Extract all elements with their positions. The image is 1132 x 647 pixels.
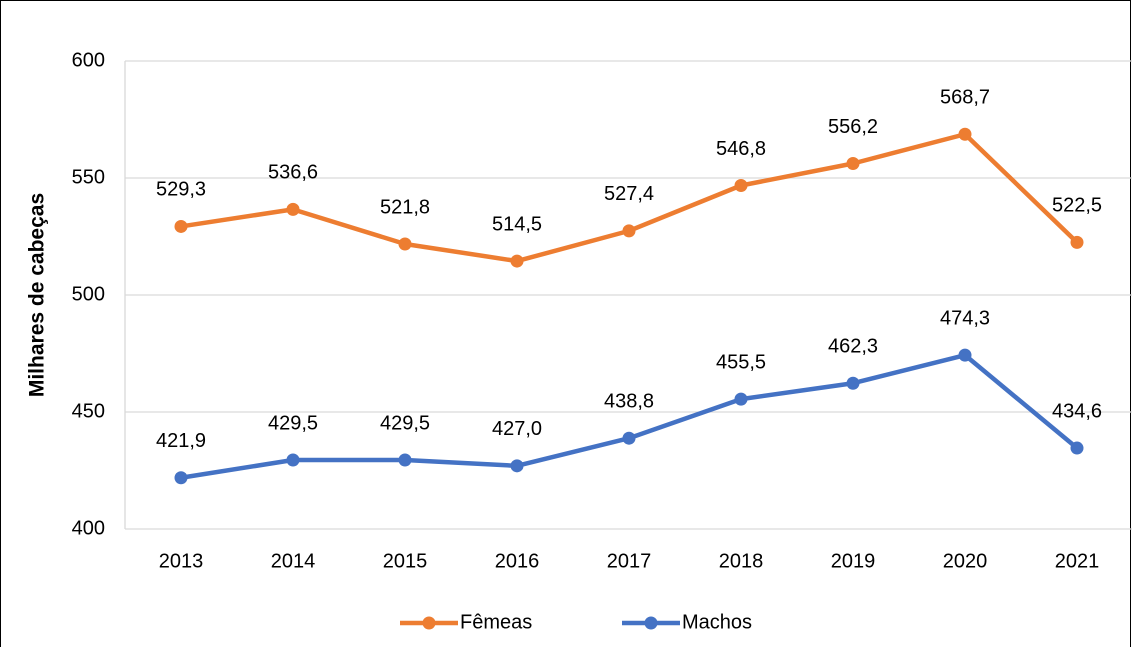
x-tick-label: 2017 bbox=[607, 550, 652, 572]
x-tick-label: 2020 bbox=[943, 550, 988, 572]
data-point bbox=[398, 453, 412, 467]
x-tick-label: 2016 bbox=[495, 550, 540, 572]
y-tick-label: 450 bbox=[72, 400, 105, 422]
data-label: 434,6 bbox=[1052, 400, 1102, 422]
data-point bbox=[510, 459, 524, 473]
data-point bbox=[734, 178, 748, 192]
data-label: 462,3 bbox=[828, 335, 878, 357]
data-point bbox=[1070, 441, 1084, 455]
data-point bbox=[286, 202, 300, 216]
data-label: 527,4 bbox=[604, 183, 654, 205]
data-label: 546,8 bbox=[716, 138, 766, 160]
x-tick-label: 2015 bbox=[383, 550, 428, 572]
data-label: 438,8 bbox=[604, 390, 654, 412]
x-tick-label: 2019 bbox=[831, 550, 876, 572]
data-label: 568,7 bbox=[940, 87, 990, 109]
data-point bbox=[286, 453, 300, 467]
y-tick-label: 400 bbox=[72, 517, 105, 539]
y-tick-label: 550 bbox=[72, 166, 105, 188]
data-label: 514,5 bbox=[492, 213, 542, 235]
data-point bbox=[846, 156, 860, 170]
data-point bbox=[958, 127, 972, 141]
x-tick-label: 2018 bbox=[719, 550, 764, 572]
data-label: 421,9 bbox=[156, 430, 206, 452]
data-point bbox=[846, 376, 860, 390]
legend-marker bbox=[422, 616, 436, 630]
data-label: 521,8 bbox=[380, 196, 430, 218]
data-label: 536,6 bbox=[268, 162, 318, 184]
data-point bbox=[622, 431, 636, 445]
data-point bbox=[174, 471, 188, 485]
x-tick-label: 2013 bbox=[159, 550, 204, 572]
x-tick-label: 2021 bbox=[1055, 550, 1100, 572]
data-point bbox=[958, 348, 972, 362]
data-label: 556,2 bbox=[828, 116, 878, 138]
data-point bbox=[1070, 235, 1084, 249]
data-point bbox=[510, 254, 524, 268]
data-label: 474,3 bbox=[940, 307, 990, 329]
data-label: 522,5 bbox=[1052, 195, 1102, 217]
x-tick-label: 2014 bbox=[271, 550, 316, 572]
legend-label: Machos bbox=[682, 611, 752, 633]
y-axis-label: Milhares de cabeças bbox=[26, 193, 49, 397]
y-tick-label: 600 bbox=[72, 49, 105, 71]
data-point bbox=[398, 237, 412, 251]
data-label: 455,5 bbox=[716, 351, 766, 373]
legend-marker bbox=[644, 616, 658, 630]
data-point bbox=[734, 392, 748, 406]
data-label: 427,0 bbox=[492, 418, 542, 440]
data-label: 429,5 bbox=[268, 412, 318, 434]
data-point bbox=[174, 219, 188, 233]
legend-label: Fêmeas bbox=[460, 611, 532, 633]
data-label: 529,3 bbox=[156, 179, 206, 201]
data-point bbox=[622, 224, 636, 238]
data-label: 429,5 bbox=[380, 412, 430, 434]
y-tick-label: 500 bbox=[72, 283, 105, 305]
